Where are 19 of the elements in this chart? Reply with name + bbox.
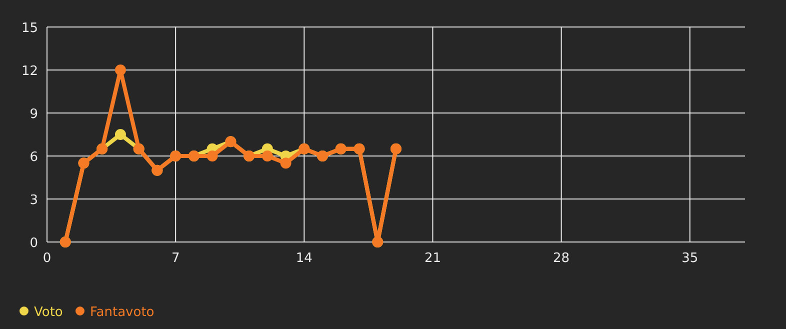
y-tick-label: 12 — [21, 64, 38, 79]
legend-label: Fantavoto — [90, 305, 154, 320]
legend-label: Voto — [34, 305, 63, 320]
y-tick-label: 9 — [30, 107, 38, 122]
x-tick-label: 7 — [171, 251, 180, 266]
y-tick-label: 3 — [30, 193, 38, 208]
point — [114, 64, 126, 76]
y-tick-label: 0 — [30, 236, 38, 251]
y-tick-label: 15 — [21, 21, 38, 36]
point — [262, 150, 273, 162]
x-tick-label: 21 — [424, 251, 442, 266]
point — [280, 158, 292, 169]
point — [114, 129, 126, 140]
x-tick-label: 35 — [682, 251, 698, 266]
x-tick-label: 0 — [42, 251, 52, 266]
x-tick-label: 28 — [553, 251, 570, 266]
point — [206, 150, 218, 162]
y-tick-label: 6 — [30, 150, 38, 165]
x-tick-label: 14 — [296, 251, 312, 266]
